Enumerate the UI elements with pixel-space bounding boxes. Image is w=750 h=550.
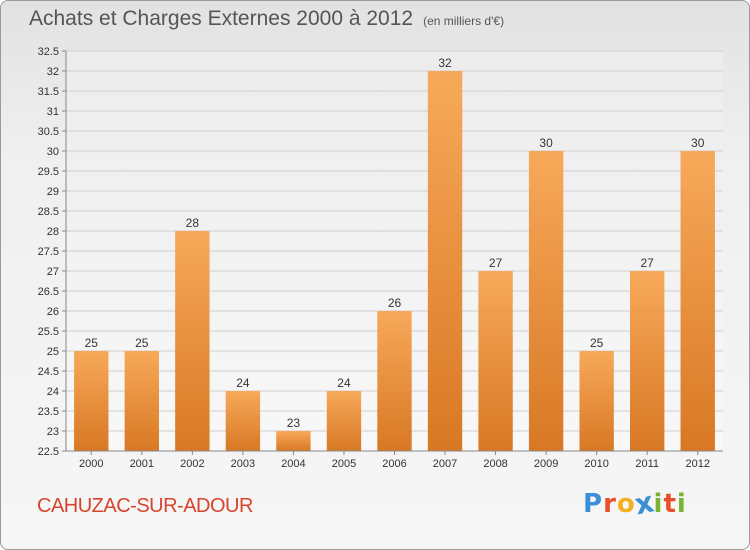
x-tick-label: 2007 <box>433 458 457 470</box>
y-tick-label: 22.5 <box>38 446 59 458</box>
data-label-2012: 30 <box>691 136 705 150</box>
bar-2010 <box>579 351 614 451</box>
x-tick-label: 2004 <box>281 458 305 470</box>
bar-2004 <box>276 431 311 451</box>
bar-2006 <box>377 311 412 451</box>
x-tick-label: 2008 <box>483 458 507 470</box>
chart-title-text: Achats et Charges Externes 2000 à 2012 <box>29 7 414 30</box>
y-tick-label: 32.5 <box>38 46 59 58</box>
y-tick-label: 32 <box>47 66 59 78</box>
x-tick-label: 2010 <box>584 458 608 470</box>
logo-letter: P <box>583 489 604 519</box>
data-label-2006: 26 <box>388 296 402 310</box>
y-tick-label: 30.5 <box>38 126 59 138</box>
y-tick-label: 29 <box>47 186 59 198</box>
y-axis-ticks: 22.5 23 23.5 24 24.5 25 25.5 26 26.5 27 27.5 28 28.5… <box>38 46 66 458</box>
bar-2011 <box>630 271 665 451</box>
x-tick-label: 2002 <box>180 458 204 470</box>
bar-2000 <box>74 351 109 451</box>
data-label-2007: 32 <box>438 56 452 70</box>
logo-letter: i <box>676 489 687 519</box>
bar-2008 <box>478 271 513 451</box>
data-label-2000: 25 <box>85 336 99 350</box>
y-tick-label: 29.5 <box>38 166 59 178</box>
data-label-2004: 23 <box>287 416 301 430</box>
bar-2005 <box>326 391 362 451</box>
y-tick-label: 24.5 <box>38 366 59 378</box>
bar-2007 <box>427 71 463 451</box>
data-label-2011: 27 <box>641 256 655 270</box>
bar-2009 <box>528 151 564 451</box>
data-label-2003: 24 <box>236 376 250 390</box>
y-tick-label: 31 <box>47 106 59 118</box>
data-label-2010: 25 <box>590 336 604 350</box>
y-tick-label: 26 <box>47 306 59 318</box>
y-tick-label: 25.5 <box>38 326 59 338</box>
logo-letter: i <box>653 489 664 519</box>
bar-2001 <box>124 351 159 451</box>
y-tick-label: 30 <box>47 146 59 158</box>
x-tick-label: 2003 <box>231 458 255 470</box>
bar-2002 <box>175 231 210 451</box>
chart-unit: (en milliers d'€) <box>423 14 505 28</box>
y-tick-label: 28 <box>47 226 59 238</box>
bar-2003 <box>225 391 261 451</box>
bars: 25 25 28 24 23 24 26 32 27 30 25 27 30 <box>74 56 715 451</box>
y-tick-label: 25 <box>47 346 59 358</box>
bar-2012 <box>680 151 715 451</box>
town-name: CAHUZAC-SUR-ADOUR <box>37 495 253 517</box>
data-label-2001: 25 <box>135 336 149 350</box>
x-tick-label: 2012 <box>685 458 709 470</box>
y-tick-label: 23.5 <box>38 406 59 418</box>
y-tick-label: 31.5 <box>38 86 59 98</box>
chart-title: Achats et Charges Externes 2000 à 2012 (e… <box>29 7 504 31</box>
proxiti-logo[interactable]: Proxiti <box>583 486 687 522</box>
x-axis-ticks: 2000 2001 2002 2003 2004 2005 2006 2007 2008 2009… <box>79 451 710 470</box>
y-tick-label: 23 <box>47 426 59 438</box>
logo-letter: o <box>616 489 636 519</box>
y-tick-label: 24 <box>47 386 59 398</box>
data-label-2008: 27 <box>489 256 503 270</box>
x-tick-label: 2006 <box>382 458 406 470</box>
x-tick-label: 2000 <box>79 458 103 470</box>
logo-letter: r <box>603 489 617 519</box>
logo-letter: t <box>663 489 677 519</box>
x-tick-label: 2001 <box>130 458 154 470</box>
data-label-2002: 28 <box>186 216 200 230</box>
y-tick-label: 26.5 <box>38 286 59 298</box>
y-tick-label: 27.5 <box>38 246 59 258</box>
x-tick-label: 2011 <box>635 458 659 470</box>
data-label-2005: 24 <box>337 376 351 390</box>
data-label-2009: 30 <box>539 136 553 150</box>
y-tick-label: 28.5 <box>38 206 59 218</box>
x-tick-label: 2005 <box>332 458 356 470</box>
x-tick-label: 2009 <box>534 458 558 470</box>
y-tick-label: 27 <box>47 266 59 278</box>
